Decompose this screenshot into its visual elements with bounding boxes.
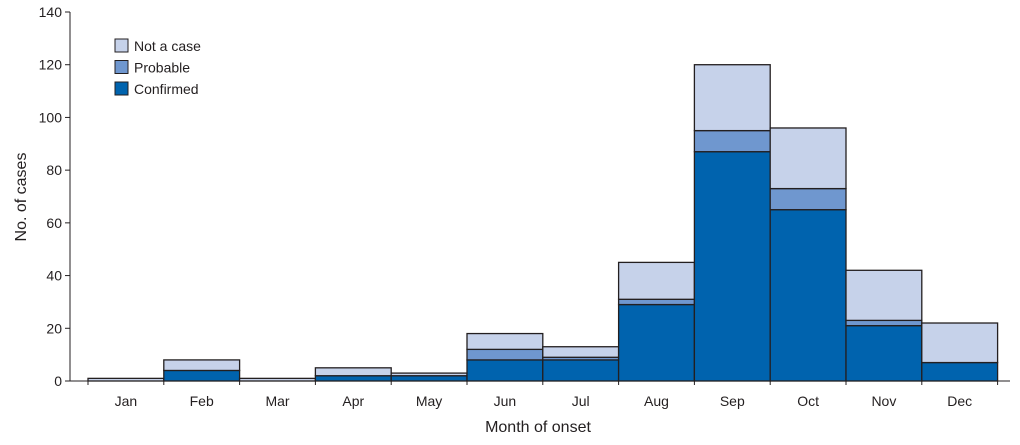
bar-not-a-case-jul: [542, 346, 620, 358]
legend-label-probable: Probable: [134, 60, 190, 76]
bar-not-a-case-aug: [617, 261, 696, 300]
x-tick-label: Jan: [115, 393, 138, 409]
bar-not-a-case-jun: [466, 332, 544, 351]
x-axis: Jan Feb Mar Apr May Jun Jul Aug Sep Oct Nov Dec: [70, 380, 1010, 409]
x-axis-title: Month of onset: [485, 419, 591, 436]
bar-confirmed-nov: [845, 324, 923, 382]
x-tick-label: Jul: [572, 393, 590, 409]
legend-label-not-a-case: Not a case: [134, 38, 201, 54]
legend: Not a case Probable Confirmed: [114, 38, 201, 97]
bar-confirmed-dec: [921, 361, 999, 382]
y-tick-label: 0: [54, 373, 62, 389]
x-tick-label: Nov: [871, 393, 896, 409]
x-tick-label: Feb: [190, 393, 214, 409]
bar-not-a-case-nov: [845, 269, 923, 322]
x-tick-label: Dec: [947, 393, 972, 409]
legend-swatch-confirmed: [114, 81, 129, 96]
bar-probable-jun: [466, 348, 544, 361]
x-tick-label: Oct: [797, 393, 819, 409]
x-tick-label: Aug: [644, 393, 669, 409]
bar-not-a-case-sep: [693, 64, 771, 132]
y-tick-label: 20: [46, 320, 62, 336]
bars-group: [87, 64, 999, 382]
bar-confirmed-jun: [466, 359, 544, 382]
bar-probable-nov: [845, 319, 923, 327]
bar-not-a-case-dec: [921, 322, 999, 364]
y-axis: 0 20 40 60 80 100 120 140: [39, 4, 71, 389]
x-tick-label: Jun: [494, 393, 517, 409]
y-tick-label: 140: [39, 4, 63, 20]
bar-probable-oct: [769, 187, 847, 211]
bar-confirmed-aug: [617, 303, 696, 382]
x-tick-label: Mar: [265, 393, 289, 409]
bar-not-a-case-oct: [769, 127, 847, 190]
legend-swatch-probable: [114, 60, 129, 74]
y-tick-label: 80: [46, 162, 62, 178]
bar-probable-sep: [693, 129, 771, 153]
bar-confirmed-may: [390, 375, 468, 382]
bar-confirmed-sep: [693, 151, 771, 382]
legend-swatch-not-a-case: [114, 38, 129, 53]
y-axis-title: No. of cases: [13, 153, 30, 242]
bar-probable-aug: [617, 298, 696, 306]
bar-not-a-case-feb: [163, 359, 241, 372]
bar-confirmed-jul: [542, 359, 620, 382]
y-tick-label: 40: [46, 268, 62, 284]
bar-not-a-case-apr: [314, 367, 392, 377]
x-tick-label: Apr: [342, 393, 364, 409]
x-tick-label: Sep: [720, 393, 745, 409]
y-tick-label: 120: [39, 57, 63, 73]
bar-confirmed-apr: [314, 375, 392, 382]
bar-not-a-case-may: [390, 372, 468, 377]
bar-confirmed-feb: [163, 369, 241, 382]
y-tick-label: 60: [46, 215, 62, 231]
y-tick-label: 100: [39, 109, 63, 125]
legend-label-confirmed: Confirmed: [134, 81, 199, 97]
x-tick-label: May: [416, 393, 442, 409]
bar-confirmed-oct: [769, 209, 847, 382]
